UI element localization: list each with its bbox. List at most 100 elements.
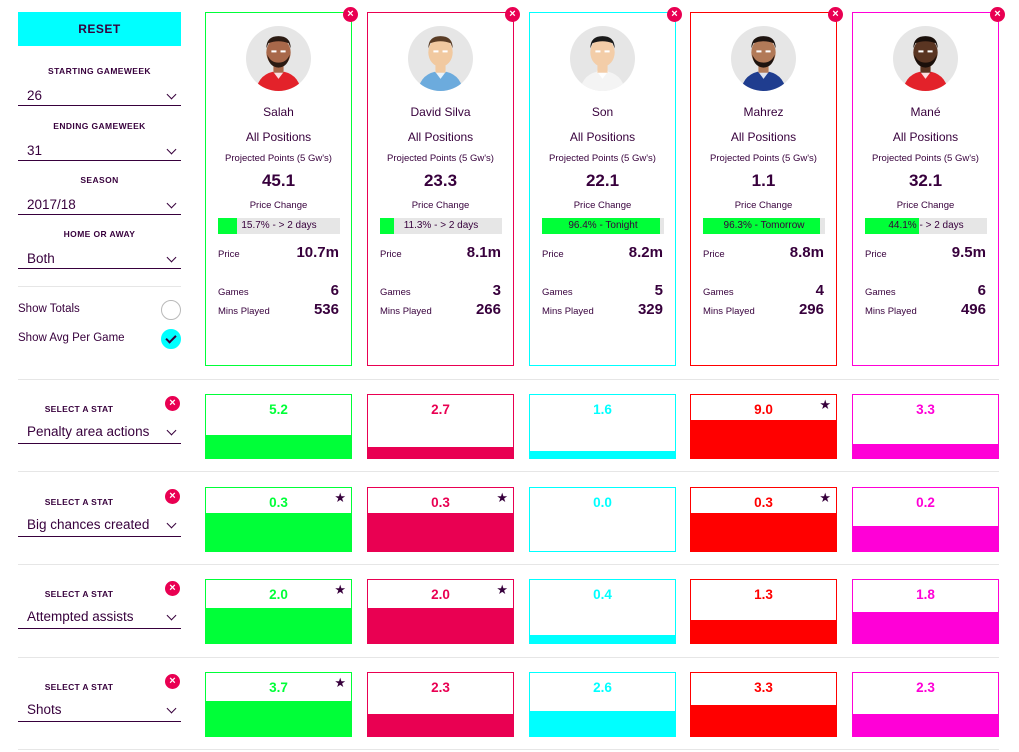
- mins-played-label: Mins Played: [542, 306, 594, 317]
- stat-value-box: 2.3: [852, 672, 999, 737]
- remove-player-icon[interactable]: ×: [505, 7, 520, 22]
- player-position: All Positions: [245, 130, 312, 144]
- stat-bar-fill: [530, 711, 675, 736]
- projected-points-value: 45.1: [261, 171, 296, 190]
- mins-played-value: 296: [798, 301, 824, 318]
- player-avatar: [731, 26, 796, 91]
- stat-bar-fill: [691, 420, 836, 458]
- ending-gameweek-label: ENDING GAMEWEEK: [53, 121, 146, 131]
- show-avg-toggle[interactable]: Show Avg Per Game: [18, 329, 181, 349]
- stat-select-value: Attempted assists: [27, 609, 134, 624]
- stat-value-box: 0.0: [529, 487, 676, 552]
- season-value: 2017/18: [27, 197, 76, 212]
- remove-player-icon[interactable]: ×: [667, 7, 682, 22]
- games-label: Games: [380, 287, 411, 298]
- stat-value: 0.0: [593, 495, 612, 510]
- stat-value-box: 3.3: [852, 394, 999, 459]
- chevron-down-icon: [166, 144, 177, 155]
- show-totals-toggle[interactable]: Show Totals: [18, 300, 181, 320]
- stat-value: 2.7: [431, 402, 450, 417]
- stat-select-value: Penalty area actions: [27, 424, 150, 439]
- stat-select[interactable]: Shots: [18, 702, 181, 722]
- mins-played-label: Mins Played: [380, 306, 432, 317]
- stat-bar-fill: [691, 619, 836, 643]
- stat-value-box: 0.3 ★: [367, 487, 514, 552]
- remove-stat-icon[interactable]: ×: [165, 674, 180, 689]
- row-divider: [18, 471, 999, 472]
- season-filter: SEASON 2017/18: [18, 175, 181, 215]
- price-change-fill: [218, 218, 238, 234]
- stat-value-box: 0.3 ★: [690, 487, 837, 552]
- ending-gameweek-filter: ENDING GAMEWEEK 31: [18, 121, 181, 161]
- projected-points-value: 22.1: [585, 171, 620, 190]
- stat-select[interactable]: Attempted assists: [18, 609, 181, 629]
- star-icon: ★: [334, 490, 346, 505]
- stat-value-box: 0.2: [852, 487, 999, 552]
- star-icon: ★: [334, 582, 346, 597]
- player-card: × Mané All Positions Projected Points (5 Gw…: [852, 7, 1005, 366]
- price-label: Price: [542, 249, 564, 260]
- player-name: Son: [591, 105, 614, 119]
- chevron-down-icon: [166, 703, 177, 714]
- chevron-down-icon: [166, 518, 177, 529]
- player-position: All Positions: [730, 130, 797, 144]
- star-icon: ★: [334, 675, 346, 690]
- remove-player-icon[interactable]: ×: [343, 7, 358, 22]
- player-position: All Positions: [569, 130, 636, 144]
- price-change-bar: 96.4% - Tonight: [542, 218, 664, 234]
- stat-bar-fill: [368, 607, 513, 643]
- stat-select[interactable]: Penalty area actions: [18, 424, 181, 444]
- star-icon: ★: [819, 490, 831, 505]
- price-change-fill: [542, 218, 660, 234]
- remove-stat-icon[interactable]: ×: [165, 489, 180, 504]
- season-select[interactable]: 2017/18: [18, 197, 181, 215]
- player-card: × Salah All Positions Projected Points (5 G…: [205, 7, 358, 366]
- mins-played-value: 329: [637, 301, 663, 318]
- chevron-down-icon: [166, 252, 177, 263]
- mins-played-value: 496: [960, 301, 986, 318]
- price-label: Price: [865, 249, 887, 260]
- sidebar-divider: [18, 286, 181, 287]
- show-totals-label: Show Totals: [18, 303, 80, 315]
- player-position: All Positions: [892, 130, 959, 144]
- home-away-value: Both: [27, 251, 55, 266]
- show-totals-radio[interactable]: [161, 300, 181, 320]
- stat-value-box: 3.7 ★: [205, 672, 352, 737]
- player-position: All Positions: [407, 130, 474, 144]
- remove-stat-icon[interactable]: ×: [165, 581, 180, 596]
- stat-value: 0.3: [269, 495, 288, 510]
- stat-value-box: 0.3 ★: [205, 487, 352, 552]
- season-label: SEASON: [80, 175, 119, 185]
- stat-value: 9.0: [754, 402, 773, 417]
- chevron-down-icon: [166, 610, 177, 621]
- projected-points-label: Projected Points (5 Gw's): [387, 153, 494, 164]
- stat-value: 1.3: [754, 587, 773, 602]
- stat-value: 1.8: [916, 587, 935, 602]
- show-avg-label: Show Avg Per Game: [18, 332, 125, 344]
- stat-value: 2.3: [431, 680, 450, 695]
- reset-button[interactable]: RESET: [18, 12, 181, 46]
- mins-played-label: Mins Played: [865, 306, 917, 317]
- stat-value: 2.0: [431, 587, 450, 602]
- remove-player-icon[interactable]: ×: [990, 7, 1005, 22]
- projected-points-label: Projected Points (5 Gw's): [549, 153, 656, 164]
- select-stat-label: SELECT A STAT: [44, 682, 114, 692]
- stat-value: 0.4: [593, 587, 612, 602]
- ending-gameweek-value: 31: [27, 143, 43, 158]
- show-avg-radio[interactable]: [161, 329, 181, 349]
- stat-value: 5.2: [269, 402, 288, 417]
- price-change-fill: [380, 218, 394, 234]
- price-value: 9.5m: [951, 244, 986, 261]
- ending-gameweek-select[interactable]: 31: [18, 143, 181, 161]
- projected-points-value: 23.3: [423, 171, 458, 190]
- chevron-down-icon: [166, 89, 177, 100]
- starting-gameweek-select[interactable]: 26: [18, 88, 181, 106]
- projected-points-label: Projected Points (5 Gw's): [225, 153, 332, 164]
- stat-select[interactable]: Big chances created: [18, 517, 181, 537]
- stat-bar-fill: [691, 704, 836, 736]
- home-away-select[interactable]: Both: [18, 251, 181, 269]
- row-divider: [18, 749, 999, 750]
- remove-stat-icon[interactable]: ×: [165, 396, 180, 411]
- stat-bar-fill: [206, 607, 351, 643]
- remove-player-icon[interactable]: ×: [828, 7, 843, 22]
